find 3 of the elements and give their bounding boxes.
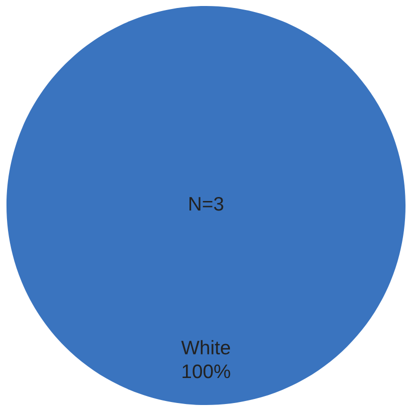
text: N=3 (189, 196, 224, 211)
data-label: 100% (182, 364, 230, 378)
slice-label: White (181, 340, 230, 354)
